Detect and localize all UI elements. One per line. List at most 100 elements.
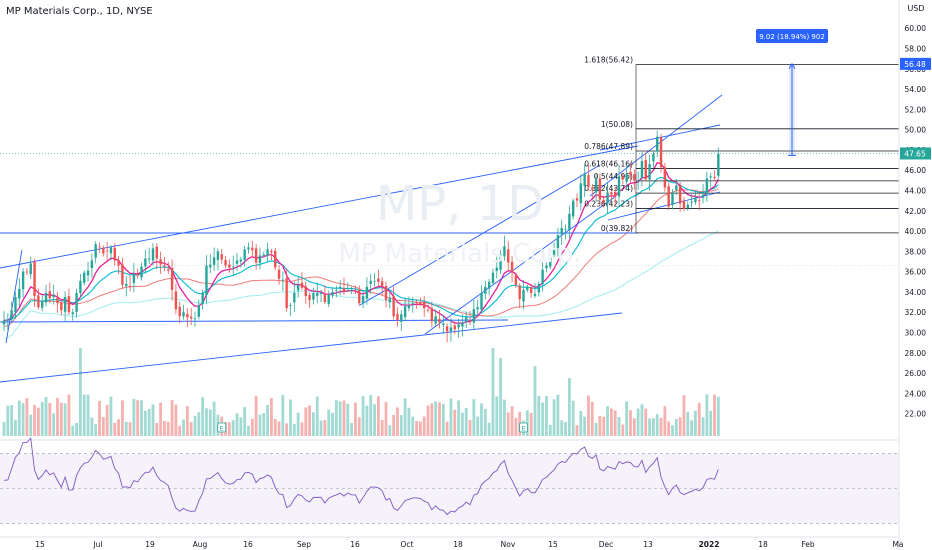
candle-body <box>2 320 6 325</box>
candle-body <box>678 185 682 204</box>
candle-body <box>319 292 323 295</box>
candle-body <box>338 286 342 289</box>
volume-bar <box>514 417 518 436</box>
candle-body <box>205 265 208 296</box>
candle-body <box>285 278 288 309</box>
fib-level-label: 1(50.08) <box>601 120 633 129</box>
volume-bar <box>365 405 369 436</box>
volume-bar <box>113 422 117 436</box>
volume-bar <box>392 414 396 436</box>
candle-body <box>709 176 712 178</box>
volume-bar <box>609 408 613 436</box>
volume-bar <box>541 402 545 436</box>
volume-bar <box>197 412 201 436</box>
volume-bar <box>453 409 457 436</box>
candle-body <box>533 293 537 296</box>
volume-bar <box>208 409 212 436</box>
candle-body <box>18 288 21 299</box>
volume-bar <box>262 413 266 436</box>
trendline-rising-support <box>424 195 617 335</box>
time-tick-label: Dec <box>599 540 614 549</box>
volume-bar <box>697 402 701 436</box>
candle-body <box>29 263 32 275</box>
candle-body <box>568 213 571 230</box>
volume-bar <box>319 420 323 436</box>
candle-body <box>461 322 464 327</box>
candle-body <box>105 250 109 252</box>
candle-body <box>56 297 59 304</box>
rsi-line <box>3 437 719 516</box>
price-tick-label: 46.00 <box>905 166 927 175</box>
volume-bar <box>537 395 541 436</box>
candle-body <box>594 179 598 193</box>
time-tick-label: 16 <box>350 540 360 549</box>
candle-body <box>656 136 659 152</box>
trendline-upper-channel <box>0 145 639 269</box>
candle-body <box>212 257 216 265</box>
volume-bar <box>182 419 185 436</box>
candle-body <box>132 273 136 283</box>
candle-body <box>323 293 327 303</box>
candle-body <box>201 292 204 305</box>
candle-body <box>518 285 521 300</box>
volume-bar <box>369 395 373 436</box>
volume-bar <box>483 408 487 436</box>
candle-body <box>583 173 586 187</box>
volume-bar <box>464 407 468 436</box>
candle-body <box>705 178 709 195</box>
candle-body <box>90 260 94 268</box>
volume-bar <box>86 394 90 436</box>
candle-body <box>617 176 621 197</box>
candle-body <box>400 314 403 322</box>
candle-body <box>274 250 277 268</box>
volume-bar <box>663 406 667 436</box>
volume-bar <box>529 412 533 436</box>
earnings-marker <box>217 422 227 433</box>
candle-body <box>503 246 506 257</box>
volume-bar <box>357 417 361 436</box>
volume-bar <box>457 400 460 436</box>
candle-body <box>652 153 655 162</box>
volume-bar <box>686 411 690 436</box>
price-tick-label: 30.00 <box>905 329 927 338</box>
volume-bar <box>296 412 300 436</box>
volume-bar <box>323 420 327 436</box>
candle-body <box>44 292 48 303</box>
volume-bar <box>79 348 82 436</box>
volume-bar <box>575 425 579 436</box>
currency-label: USD <box>907 4 924 13</box>
candle-body <box>216 251 220 260</box>
candle-body <box>552 249 556 255</box>
volume-bar <box>254 395 258 436</box>
candle-body <box>113 247 116 261</box>
volume-bar <box>277 421 281 436</box>
candle-body <box>358 290 361 304</box>
measure-label-box <box>756 29 828 43</box>
volume-bar <box>82 394 86 436</box>
candle-body <box>453 325 456 330</box>
volume-bar <box>124 421 128 436</box>
price-axis[interactable]: 60.0058.0056.0054.0052.0050.0048.0046.00… <box>898 0 932 550</box>
candle-body <box>411 303 414 304</box>
earnings-label: E <box>220 425 224 433</box>
volume-bar <box>90 417 94 436</box>
candle-body <box>300 282 304 288</box>
candle-body <box>37 295 40 308</box>
volume-bar <box>270 398 273 436</box>
volume-bar <box>239 417 243 436</box>
volume-bar <box>48 402 52 436</box>
volume-bar <box>449 398 453 436</box>
time-axis[interactable]: 15 Jul 19 Aug 16 Sep 16 Oct 18 Nov 15 Dec 13 2022 18 Fe… <box>0 536 904 549</box>
volume-bar <box>567 378 571 436</box>
volume-bar <box>140 400 143 436</box>
volume-bar <box>185 406 189 436</box>
target-price-label: 56.48 <box>904 60 926 69</box>
volume-bar <box>151 404 155 436</box>
candle-body <box>182 312 185 317</box>
price-tick-label: 54.00 <box>905 85 927 94</box>
sma-slow-line <box>3 188 719 327</box>
sma-long-line <box>3 230 719 340</box>
volume-bar <box>170 399 174 436</box>
